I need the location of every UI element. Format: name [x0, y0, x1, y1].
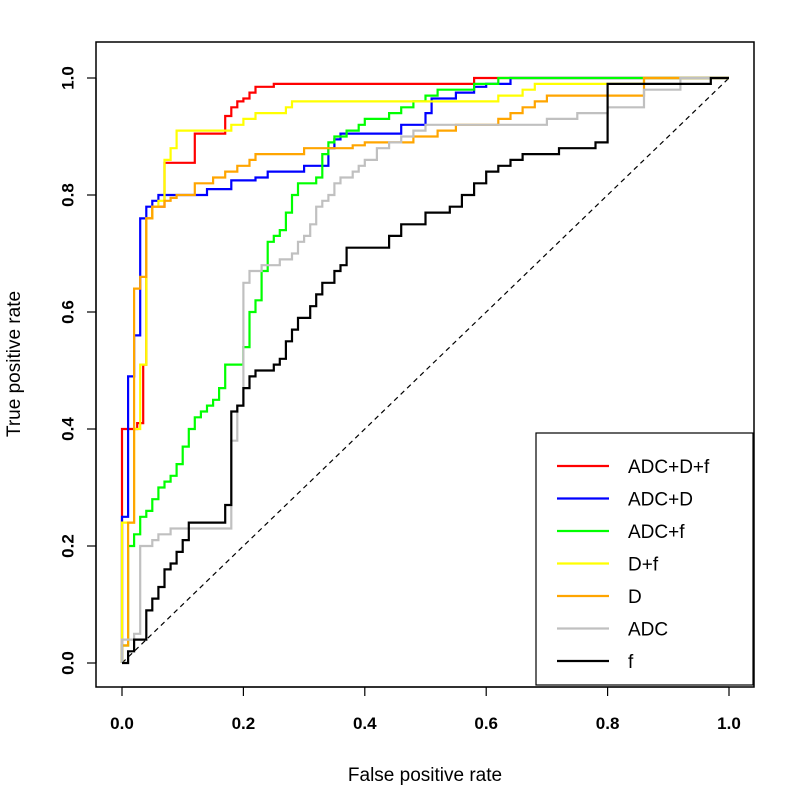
roc-curves	[120, 76, 729, 665]
roc-curve-adc-plus-d	[120, 76, 729, 663]
legend-label: ADC	[628, 620, 668, 641]
x-tick-label: 0.2	[232, 714, 256, 733]
y-tick-label: 1.0	[58, 66, 77, 90]
x-tick-label: 0.4	[353, 714, 377, 733]
roc-curve-adc-plus-f	[120, 76, 729, 663]
x-tick-label: 0.6	[474, 714, 498, 733]
y-tick-label: 0.6	[58, 300, 77, 324]
chance-diagonal-line	[121, 77, 730, 664]
legend-label: D	[628, 587, 642, 608]
x-axis-title: False positive rate	[348, 765, 502, 786]
legend-label: ADC+f	[628, 522, 685, 543]
y-axis-title: True positive rate	[4, 291, 25, 437]
legend-label: f	[628, 652, 634, 673]
roc-curve-d	[120, 76, 729, 663]
y-tick-label: 0.8	[58, 183, 77, 207]
y-tick-label: 0.4	[58, 417, 77, 441]
y-tick-label: 0.2	[58, 534, 77, 558]
x-tick-label: 0.0	[110, 714, 134, 733]
y-axis: 0.0 0.2 0.4 0.6 0.8 1.0	[58, 66, 97, 675]
y-tick-label: 0.0	[58, 651, 77, 675]
roc-curve-adc	[120, 76, 729, 663]
legend: ADC+D+f ADC+D ADC+f D+f D ADC f	[535, 432, 754, 686]
roc-curve-f	[122, 76, 729, 665]
legend-label: D+f	[628, 555, 659, 576]
legend-label: ADC+D	[628, 490, 693, 511]
x-tick-label: 0.8	[596, 714, 620, 733]
x-axis: 0.0 0.2 0.4 0.6 0.8 1.0	[110, 686, 741, 733]
legend-label: ADC+D+f	[628, 457, 710, 478]
legend-box	[535, 432, 754, 686]
x-tick-label: 1.0	[717, 714, 741, 733]
